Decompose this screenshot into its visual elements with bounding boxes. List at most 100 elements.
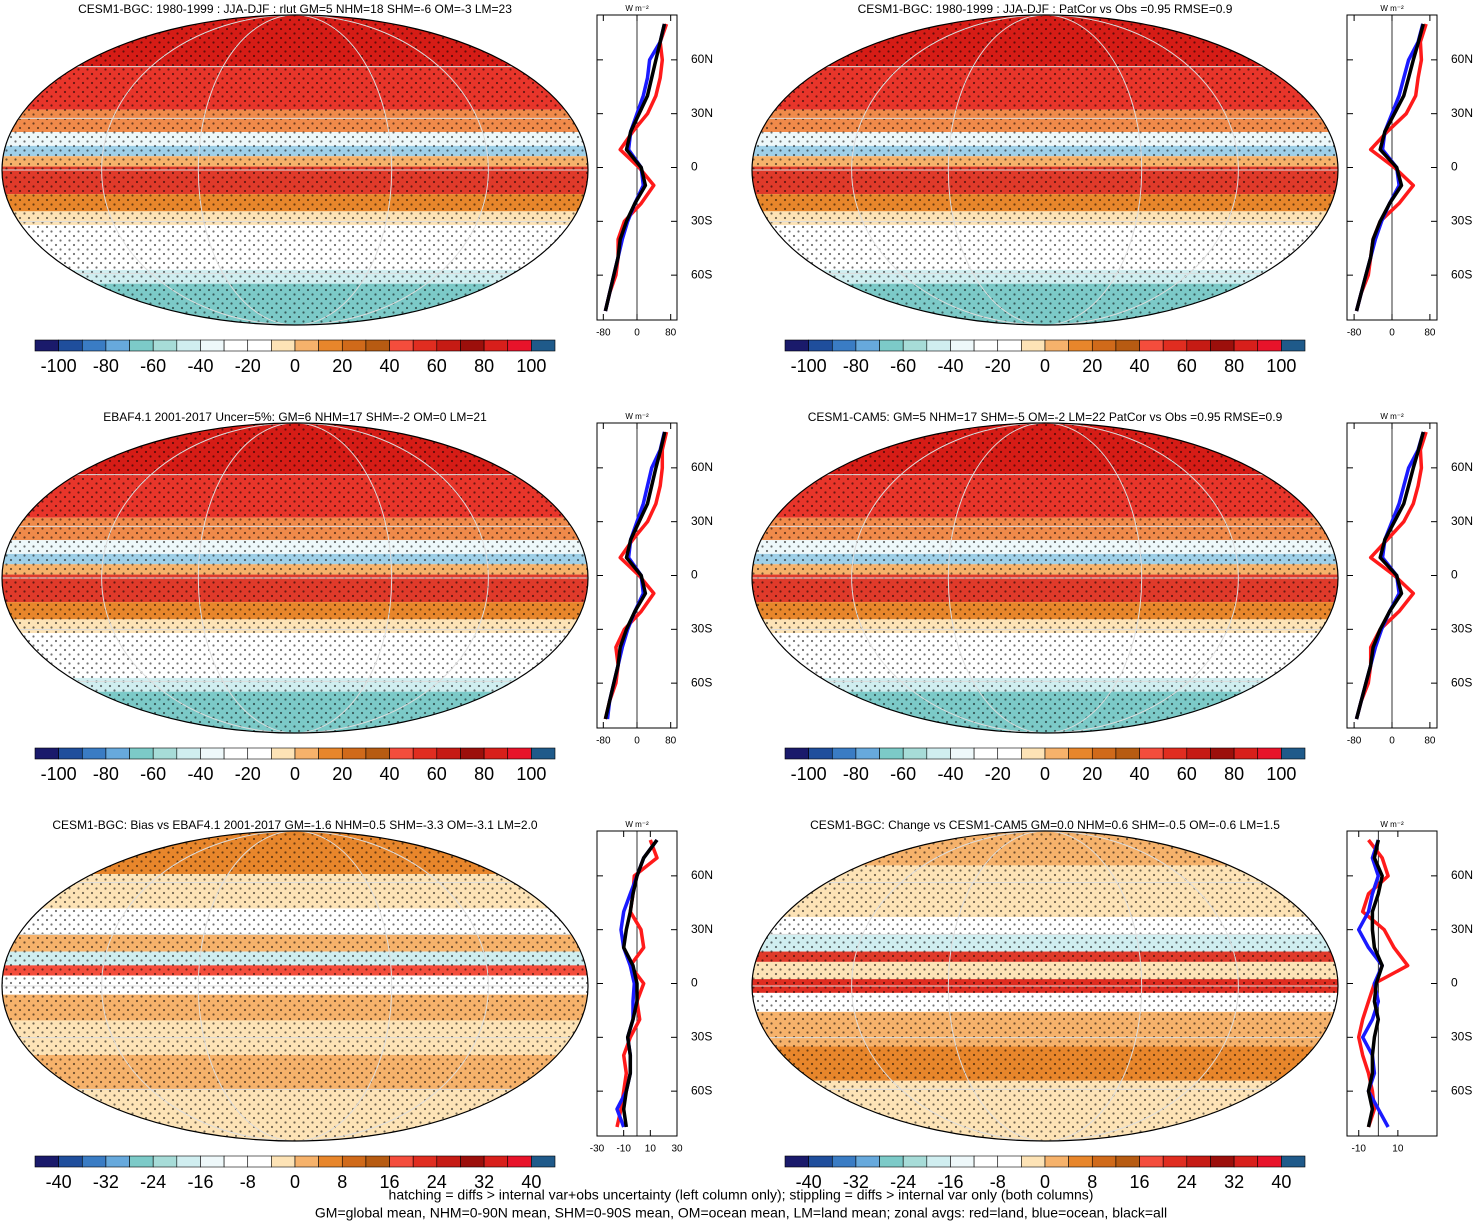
map-border bbox=[751, 422, 1339, 734]
colorbar-label: 60 bbox=[427, 764, 447, 784]
colorbar-box bbox=[34, 339, 59, 352]
x-tick-label: 30 bbox=[671, 1144, 683, 1155]
colorbar-box bbox=[1233, 1155, 1259, 1168]
y-tick-label: 60S bbox=[691, 675, 712, 689]
colorbar-label: 40 bbox=[521, 1172, 541, 1192]
y-tick-label: 60N bbox=[1451, 460, 1473, 474]
profile-line bbox=[603, 431, 667, 720]
colorbar-box bbox=[318, 339, 343, 352]
colorbar-box bbox=[1139, 339, 1164, 352]
y-tick-label: 60N bbox=[1451, 868, 1473, 882]
y-tick-label: 0 bbox=[691, 976, 698, 990]
colorbar-label: 24 bbox=[1177, 1172, 1197, 1192]
colorbar-label: 100 bbox=[516, 356, 546, 376]
colorbar-box bbox=[1162, 747, 1188, 760]
colorbar-box bbox=[973, 1155, 999, 1168]
colorbar-box bbox=[58, 747, 83, 760]
colorbar-box bbox=[1233, 747, 1259, 760]
y-tick-label: 60N bbox=[691, 868, 713, 882]
note: GM=global mean, NHM=0-90N mean, SHM=0-90… bbox=[315, 1205, 1167, 1221]
x-tick-label: 80 bbox=[1424, 736, 1436, 747]
colorbar-label: -40 bbox=[187, 356, 213, 376]
colorbar-box bbox=[1281, 747, 1306, 760]
colorbar-label: 40 bbox=[380, 356, 400, 376]
colorbar-box bbox=[1210, 339, 1235, 352]
y-tick-label: 60N bbox=[691, 460, 713, 474]
colorbar-box bbox=[129, 747, 154, 760]
colorbar-box bbox=[879, 747, 904, 760]
colorbar-label: -24 bbox=[140, 1172, 166, 1192]
y-tick-label: 30N bbox=[1451, 922, 1473, 936]
colorbar-box bbox=[1115, 1155, 1140, 1168]
map-border bbox=[1, 830, 589, 1142]
y-tick-label: 30N bbox=[1451, 514, 1473, 528]
colorbar-box bbox=[831, 747, 857, 760]
colorbar-box bbox=[200, 339, 225, 352]
colorbar-box bbox=[483, 1155, 509, 1168]
colorbar-label: 60 bbox=[427, 356, 447, 376]
unit-label: W m⁻² bbox=[1380, 820, 1404, 829]
colorbar-label: 8 bbox=[337, 1172, 347, 1192]
y-tick-label: 30N bbox=[1451, 106, 1473, 120]
colorbar-box bbox=[1044, 339, 1069, 352]
colorbar-label: 0 bbox=[1040, 1172, 1050, 1192]
colorbar-label: -60 bbox=[140, 356, 166, 376]
unit-label: W m⁻² bbox=[1380, 4, 1404, 13]
y-tick-label: 60S bbox=[691, 267, 712, 281]
colorbar-label: 16 bbox=[1130, 1172, 1150, 1192]
colorbar-box bbox=[247, 339, 272, 352]
colorbar-box bbox=[460, 747, 485, 760]
x-tick-label: 0 bbox=[1389, 736, 1395, 747]
colorbar-box bbox=[879, 339, 904, 352]
colorbar-box bbox=[831, 1155, 857, 1168]
meridian bbox=[101, 423, 489, 733]
colorbar-label: -8 bbox=[990, 1172, 1006, 1192]
colorbar-label: 8 bbox=[1087, 1172, 1097, 1192]
colorbar-label: -40 bbox=[46, 1172, 72, 1192]
x-tick-label: -10 bbox=[1352, 1144, 1367, 1155]
y-tick-label: 60N bbox=[691, 52, 713, 66]
meridian bbox=[197, 423, 393, 733]
y-tick-label: 30S bbox=[1451, 1029, 1472, 1043]
colorbar-box bbox=[902, 339, 928, 352]
colorbar-box bbox=[879, 1155, 904, 1168]
colorbar-label: 60 bbox=[1177, 356, 1197, 376]
colorbar-label: -80 bbox=[93, 764, 119, 784]
panel-title: CESM1-BGC: 1980-1999 : JJA-DJF : rlut GM… bbox=[78, 2, 512, 16]
colorbar-box bbox=[341, 747, 367, 760]
map bbox=[2, 15, 588, 325]
colorbar-box bbox=[294, 339, 319, 352]
colorbar-box bbox=[973, 339, 999, 352]
meridian bbox=[101, 15, 489, 325]
y-tick-label: 60S bbox=[1451, 267, 1472, 281]
colorbar-label: 20 bbox=[332, 764, 352, 784]
meridian bbox=[947, 15, 1143, 325]
colorbar-box bbox=[855, 747, 880, 760]
colorbar-label: -40 bbox=[187, 764, 213, 784]
x-tick-label: 10 bbox=[645, 1144, 657, 1155]
x-tick-label: 0 bbox=[634, 328, 640, 339]
colorbar-box bbox=[1139, 1155, 1164, 1168]
colorbar-box bbox=[1021, 339, 1046, 352]
unit-label: W m⁻² bbox=[1380, 412, 1404, 421]
y-tick-label: 0 bbox=[1451, 160, 1458, 174]
colorbar-label: 80 bbox=[474, 356, 494, 376]
colorbar-box bbox=[902, 747, 928, 760]
y-tick-label: 30S bbox=[1451, 621, 1472, 635]
colorbar-box bbox=[1068, 1155, 1093, 1168]
colorbar-box bbox=[902, 1155, 928, 1168]
colorbar-box bbox=[507, 1155, 532, 1168]
colorbar-box bbox=[105, 1155, 130, 1168]
colorbar-label: 0 bbox=[290, 764, 300, 784]
y-tick-label: 30S bbox=[691, 213, 712, 227]
colorbar-box bbox=[34, 747, 59, 760]
colorbar-label: -8 bbox=[240, 1172, 256, 1192]
colorbar-box bbox=[247, 1155, 272, 1168]
y-tick-label: 30N bbox=[691, 922, 713, 936]
colorbar-box bbox=[412, 339, 438, 352]
colorbar-label: -80 bbox=[843, 764, 869, 784]
colorbar-label: -24 bbox=[890, 1172, 916, 1192]
colorbar-box bbox=[808, 1155, 833, 1168]
colorbar-box bbox=[784, 339, 809, 352]
